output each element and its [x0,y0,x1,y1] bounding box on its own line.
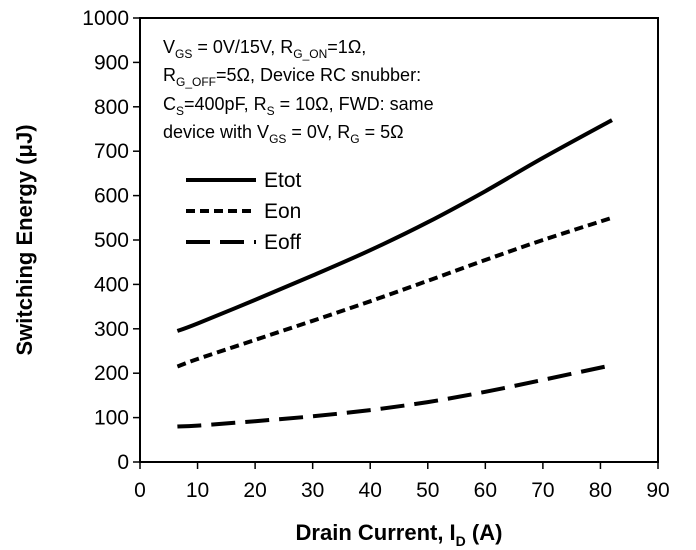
x-tick-label-0: 0 [134,479,146,502]
annotation-line-2: RG_OFF=5Ω, Device RC snubber: [163,65,421,89]
x-tick-label-2: 20 [243,479,266,502]
legend: Etot Eon Eoff [186,169,302,254]
y-tick-label-5: 500 [94,229,129,252]
y-tick-label-3: 300 [94,318,129,341]
series-line-etot [176,118,613,333]
y-tick-label-10: 1000 [82,7,129,30]
y-tick-label-7: 700 [94,140,129,163]
x-tick-label-5: 50 [416,479,439,502]
annotation-line-4: device with VGS = 0V, RG = 5Ω [163,122,404,146]
x-axis-title: Drain Current, ID (A) [296,520,503,549]
legend-label-eoff: Eoff [264,231,301,254]
legend-label-eon: Eon [264,200,301,223]
legend-label-etot: Etot [264,169,302,192]
x-tick-label-1: 10 [186,479,209,502]
y-tick-label-2: 200 [94,362,129,385]
series-line-eoff [177,363,613,429]
y-tick-label-6: 600 [94,185,129,208]
x-tick-label-7: 70 [531,479,554,502]
annotation-line-1: VGS = 0V/15V, RG_ON=1Ω, [163,37,366,61]
y-tick-label-1: 100 [94,407,129,430]
series-lines [176,118,613,429]
y-tick-label-8: 800 [94,96,129,119]
x-tick-label-6: 60 [474,479,497,502]
series-line-eon [176,215,613,369]
y-tick-label-4: 400 [94,273,129,296]
y-tick-label-0: 0 [117,451,129,474]
x-tick-label-3: 30 [301,479,324,502]
annotation-line-3: CS=400pF, RS = 10Ω, FWD: same [163,94,434,118]
axis-ticks: 0 100 200 300 400 500 600 700 800 900 1000 0 10 20 30 4… [82,7,669,502]
y-axis-title: Switching Energy (μJ) [12,124,37,355]
x-tick-label-9: 90 [646,479,669,502]
y-tick-label-9: 900 [94,51,129,74]
x-tick-label-8: 80 [589,479,612,502]
x-tick-label-4: 40 [359,479,382,502]
